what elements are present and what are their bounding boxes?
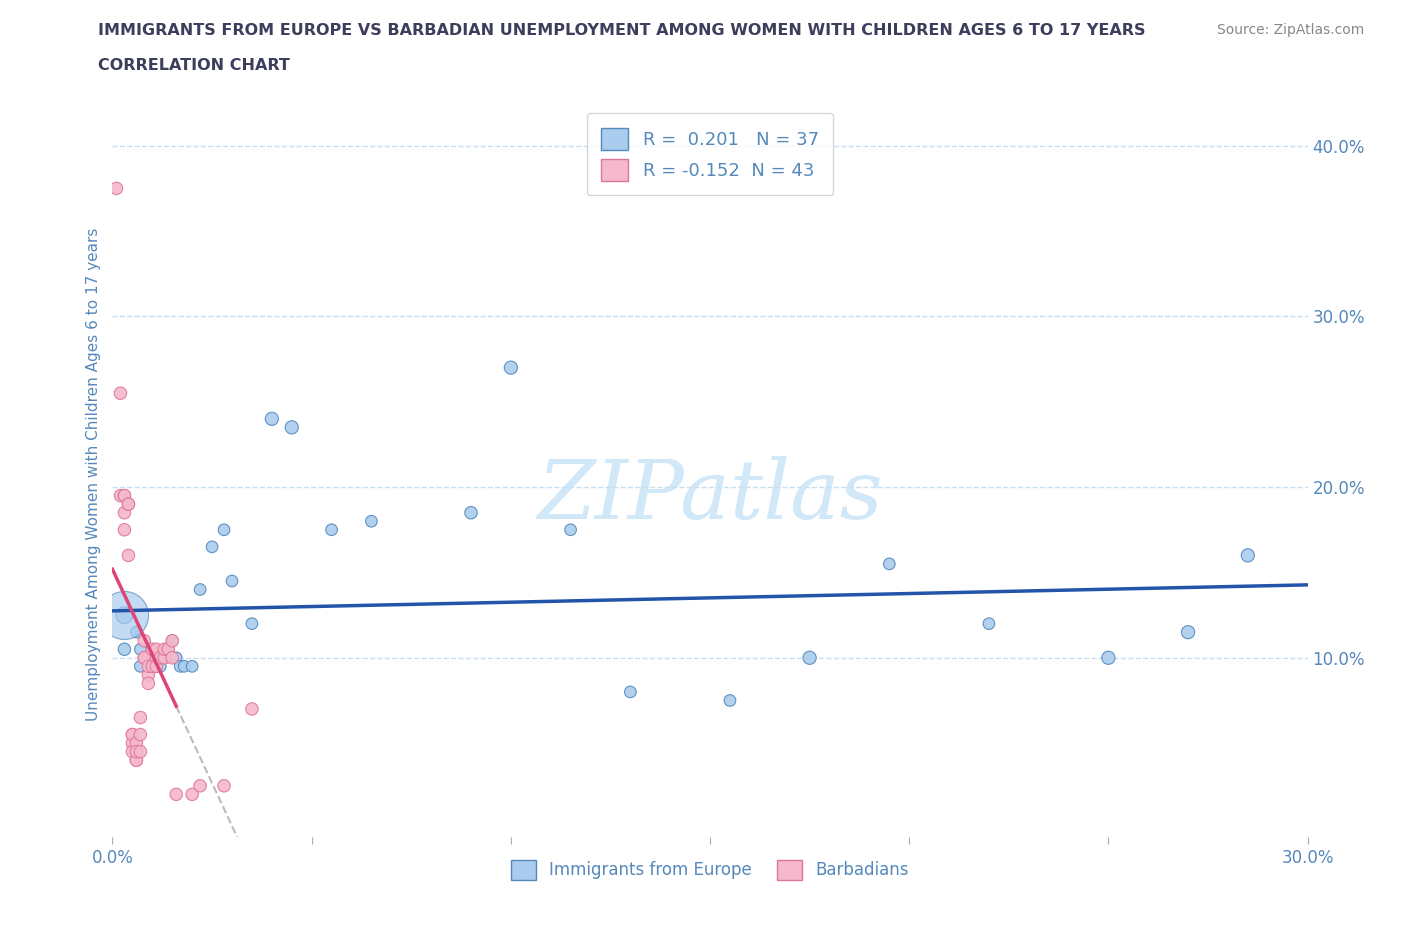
Point <box>114 642 135 657</box>
Point <box>117 497 139 512</box>
Point <box>240 701 263 716</box>
Point <box>460 505 482 520</box>
Point <box>879 556 901 571</box>
Point <box>114 607 135 622</box>
Point <box>134 633 156 648</box>
Point <box>125 744 148 759</box>
Point <box>162 650 183 665</box>
Point <box>129 744 152 759</box>
Point <box>157 642 180 657</box>
Point <box>138 658 160 673</box>
Point <box>129 727 152 742</box>
Point <box>499 360 522 375</box>
Point <box>121 736 143 751</box>
Point <box>221 574 243 589</box>
Point <box>260 411 283 426</box>
Point <box>129 711 152 725</box>
Text: CORRELATION CHART: CORRELATION CHART <box>98 58 290 73</box>
Point <box>188 778 211 793</box>
Point <box>799 650 821 665</box>
Point <box>157 642 180 657</box>
Point <box>117 497 139 512</box>
Point <box>153 642 176 657</box>
Point <box>110 386 132 401</box>
Point <box>240 617 263 631</box>
Point <box>145 658 167 673</box>
Point <box>114 607 135 622</box>
Point <box>212 778 235 793</box>
Point <box>201 539 224 554</box>
Point <box>121 727 143 742</box>
Point <box>125 752 148 767</box>
Point <box>110 488 132 503</box>
Point <box>149 658 172 673</box>
Point <box>153 650 176 665</box>
Point <box>145 650 167 665</box>
Point <box>165 787 187 802</box>
Point <box>145 658 167 673</box>
Point <box>134 650 156 665</box>
Y-axis label: Unemployment Among Women with Children Ages 6 to 17 years: Unemployment Among Women with Children A… <box>86 228 101 721</box>
Point <box>181 658 204 673</box>
Text: Source: ZipAtlas.com: Source: ZipAtlas.com <box>1216 23 1364 37</box>
Point <box>138 650 160 665</box>
Point <box>169 658 191 673</box>
Point <box>321 523 343 538</box>
Point <box>560 523 582 538</box>
Legend: Immigrants from Europe, Barbadians: Immigrants from Europe, Barbadians <box>505 853 915 886</box>
Point <box>162 633 183 648</box>
Point <box>153 650 176 665</box>
Point <box>181 787 204 802</box>
Point <box>165 650 187 665</box>
Point <box>212 523 235 538</box>
Point <box>129 642 152 657</box>
Point <box>141 650 163 665</box>
Point <box>125 736 148 751</box>
Point <box>173 658 195 673</box>
Point <box>1237 548 1260 563</box>
Point <box>149 650 172 665</box>
Point <box>162 633 183 648</box>
Text: IMMIGRANTS FROM EUROPE VS BARBADIAN UNEMPLOYMENT AMONG WOMEN WITH CHILDREN AGES : IMMIGRANTS FROM EUROPE VS BARBADIAN UNEM… <box>98 23 1146 38</box>
Point <box>977 617 1000 631</box>
Point <box>718 693 741 708</box>
Point <box>114 488 135 503</box>
Point <box>281 420 304 435</box>
Point <box>141 642 163 657</box>
Point <box>1177 625 1199 640</box>
Point <box>138 668 160 683</box>
Point <box>134 650 156 665</box>
Point <box>619 684 641 699</box>
Point <box>360 513 382 528</box>
Point <box>117 548 139 563</box>
Point <box>114 488 135 503</box>
Point <box>138 676 160 691</box>
Point <box>125 625 148 640</box>
Point <box>141 658 163 673</box>
Point <box>1097 650 1119 665</box>
Point <box>145 642 167 657</box>
Point <box>121 727 143 742</box>
Point <box>105 181 128 196</box>
Point <box>114 505 135 520</box>
Point <box>121 744 143 759</box>
Point <box>125 752 148 767</box>
Point <box>114 523 135 538</box>
Point <box>188 582 211 597</box>
Text: ZIPatlas: ZIPatlas <box>537 456 883 536</box>
Point <box>129 658 152 673</box>
Point <box>134 650 156 665</box>
